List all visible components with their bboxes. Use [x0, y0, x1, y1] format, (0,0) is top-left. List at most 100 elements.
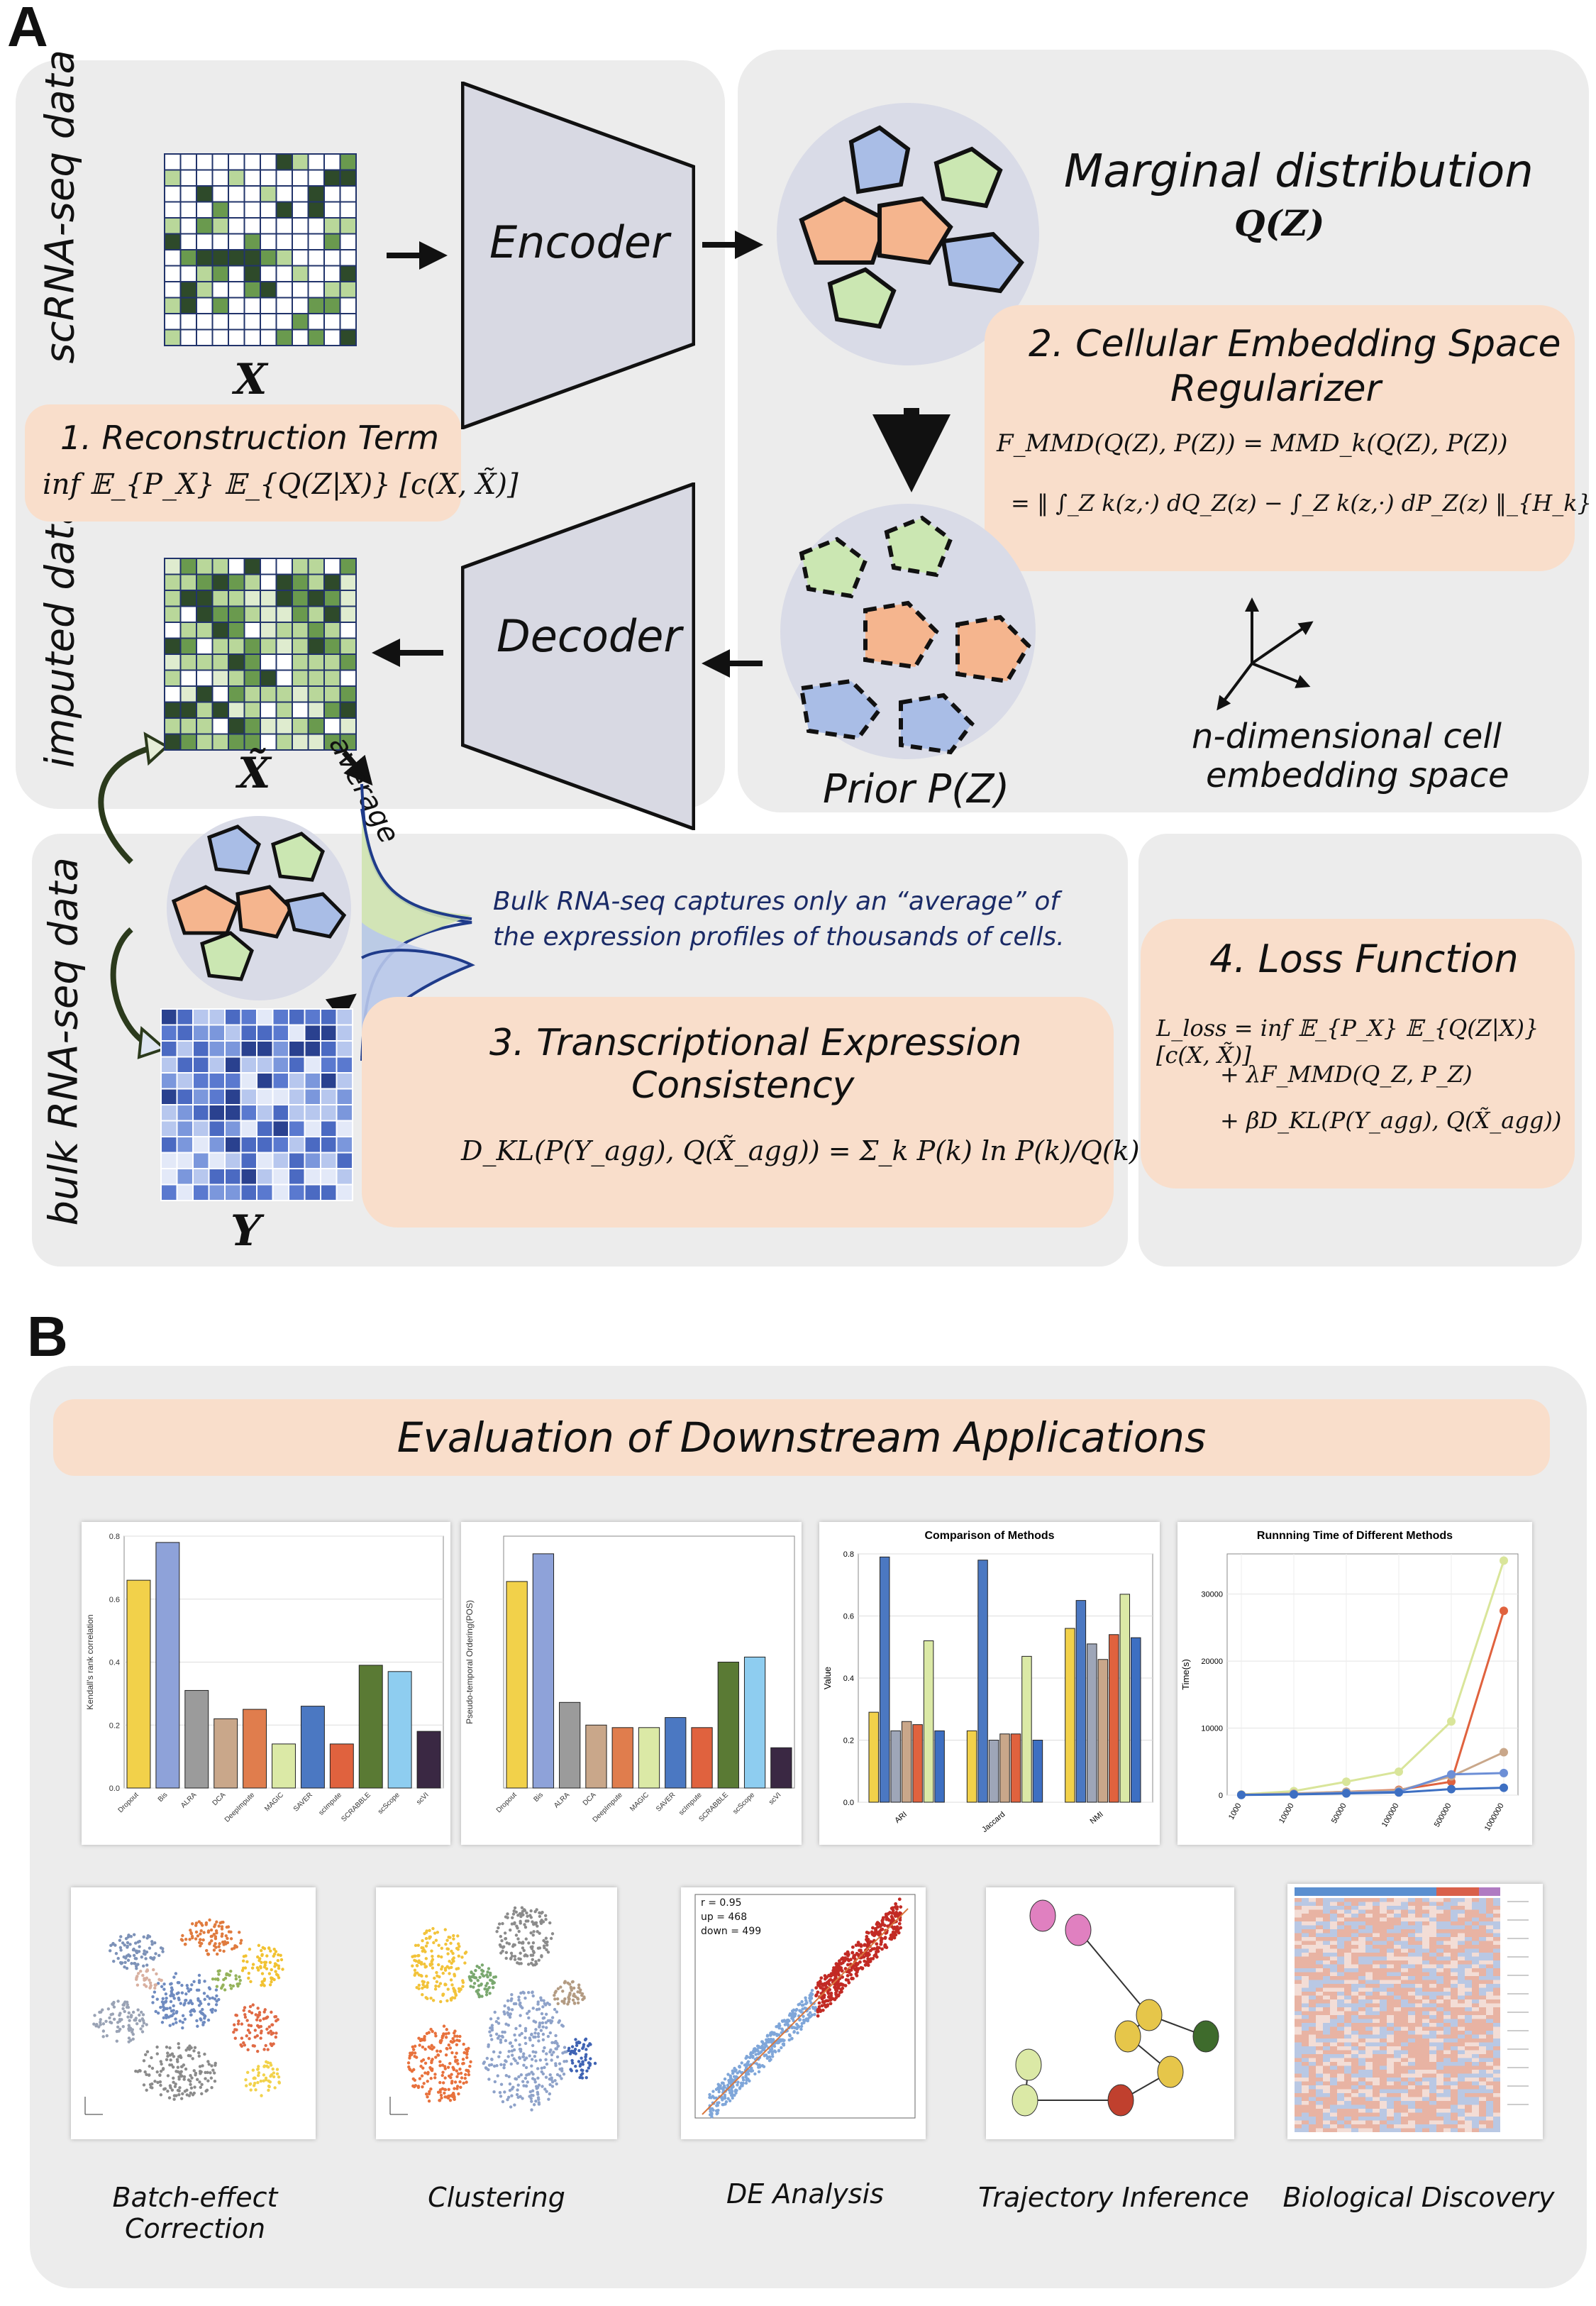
cell-point	[172, 2076, 175, 2080]
cell-point	[267, 2065, 270, 2069]
heatmap-cell	[1479, 2034, 1486, 2039]
cell-point	[492, 2050, 496, 2054]
gene-point	[765, 2044, 768, 2048]
heatmap-cell	[1302, 2031, 1309, 2035]
heatmap-cell	[1493, 2015, 1500, 2019]
heatmap-cell	[1344, 1987, 1351, 1992]
heatmap-cell	[1358, 1968, 1365, 1973]
gene-point	[787, 2038, 791, 2042]
gene-point	[782, 2043, 786, 2047]
heatmap-cell	[1486, 2089, 1493, 2093]
heatmap-cell	[1465, 1941, 1472, 1945]
heatmap-cell	[1358, 2112, 1365, 2117]
cell-point	[467, 2073, 471, 2077]
heatmap-cell	[1479, 2078, 1486, 2082]
cell-point	[556, 1987, 560, 1991]
heatmap-cell	[1337, 2031, 1344, 2035]
cell-point	[517, 1941, 521, 1944]
heatmap-cell	[1344, 1937, 1351, 1941]
cell-point	[496, 2036, 500, 2040]
heatmap-cell	[1443, 1972, 1451, 1976]
panel-b-letter: B	[27, 1305, 68, 1368]
heatmap-cell	[1493, 1968, 1500, 1973]
heatmap-cell	[1330, 2109, 1337, 2113]
heatmap-cell	[1443, 2050, 1451, 2054]
heatmap-cell	[1316, 1945, 1323, 1949]
gene-point	[753, 2072, 757, 2076]
matrix-cell	[323, 637, 341, 655]
heatmap-cell	[1380, 2003, 1387, 2007]
matrix-cell	[339, 590, 357, 607]
matrix-cell	[240, 1184, 257, 1201]
heatmap-cell	[1493, 2104, 1500, 2109]
cell-point	[181, 2014, 185, 2017]
gene-point	[890, 1907, 894, 1911]
matrix-cell	[304, 1120, 321, 1137]
cell-point	[501, 2100, 505, 2104]
cell-point	[454, 1993, 458, 1997]
matrix-cell	[292, 653, 309, 671]
heatmap-cell	[1422, 1914, 1429, 1918]
heatmap-cell	[1443, 1921, 1451, 1926]
cell-point	[185, 1984, 189, 1987]
cell-point	[170, 2014, 174, 2018]
gene-point	[843, 1952, 848, 1956]
cell-point	[555, 2082, 558, 2086]
heatmap-cell	[1429, 2073, 1436, 2078]
cell-point	[548, 2092, 552, 2096]
heatmap-cell	[1394, 2120, 1401, 2124]
x-tick-label: Jaccard	[980, 1810, 1007, 1834]
heatmap-cell	[1429, 2058, 1436, 2062]
cell-point	[567, 2000, 571, 2004]
heatmap-cell	[1429, 2117, 1436, 2121]
cell-point	[203, 2017, 206, 2020]
heatmap-cell	[1429, 1933, 1436, 1937]
cell-point	[266, 2048, 270, 2051]
cell-point	[448, 1936, 452, 1939]
heatmap-cell	[1408, 1921, 1415, 1926]
cell-point	[267, 2085, 271, 2089]
cell-point	[267, 2088, 270, 2092]
heatmap-cell	[1415, 2031, 1422, 2035]
heatmap-cell	[1465, 1945, 1472, 1949]
heatmap-cell	[1479, 2112, 1486, 2117]
cell-point	[491, 1982, 494, 1985]
heatmap-cell	[1486, 1987, 1493, 1992]
heatmap-cell	[1458, 2081, 1465, 2085]
cell-point	[457, 1987, 461, 1991]
heatmap-cell	[1458, 1937, 1465, 1941]
gene-point	[791, 2017, 794, 2021]
heatmap-cell	[1486, 2015, 1493, 2019]
gene-point	[714, 2109, 719, 2113]
cell-point	[214, 1988, 218, 1992]
heatmap-cell	[1316, 2054, 1323, 2058]
cell-point	[428, 2090, 431, 2093]
matrix-cell	[256, 1168, 274, 1186]
heatmap-cell	[1394, 1902, 1401, 1906]
heatmap-cell	[1316, 1914, 1323, 1918]
matrix-cell	[292, 701, 309, 719]
gene-point	[726, 2083, 730, 2087]
heatmap-cell	[1415, 2085, 1422, 2090]
heatmap-cell	[1358, 1960, 1365, 1965]
cell-point	[461, 2058, 465, 2061]
heatmap-cell	[1344, 1906, 1351, 1910]
heatmap-cell	[1344, 1964, 1351, 1968]
matrix-cell	[272, 1024, 289, 1042]
cell-point	[265, 2015, 270, 2019]
heatmap-cell	[1429, 2031, 1436, 2035]
heatmap-cell	[1451, 1992, 1458, 1996]
gene-point	[808, 1996, 811, 2000]
cell-point	[194, 1937, 198, 1941]
regularizer-pill	[985, 305, 1575, 571]
heatmap-cell	[1373, 2104, 1380, 2109]
cell-point	[271, 2067, 275, 2071]
cell-point	[135, 1949, 139, 1953]
cell-point	[228, 1983, 233, 1987]
cell-point	[472, 1982, 477, 1985]
heatmap-cell	[1443, 1964, 1451, 1968]
heatmap-cell	[1458, 1902, 1465, 1906]
heatmap-cell	[1295, 2101, 1302, 2105]
cell-point	[445, 2028, 448, 2031]
cell-point	[264, 2043, 267, 2048]
